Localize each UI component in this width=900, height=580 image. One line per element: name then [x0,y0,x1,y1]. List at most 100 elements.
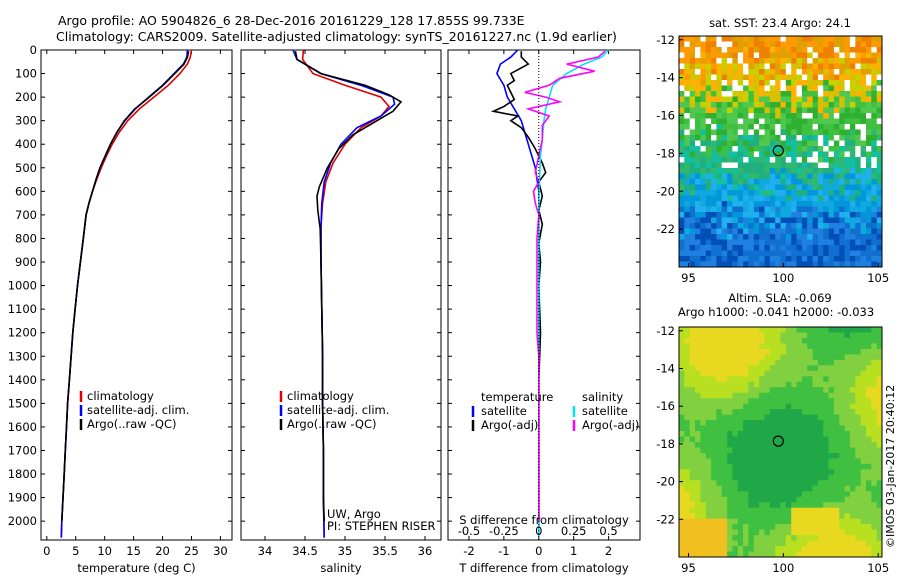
map-cell [695,217,701,224]
map-cell [700,140,707,147]
map-cell [807,91,813,97]
map-cell [769,124,776,130]
map-cell [759,370,765,377]
map-cell [844,463,851,470]
map-cell [855,343,861,350]
map-cell [823,107,829,114]
map-cell [807,245,813,251]
map-cell [748,365,755,372]
map-cell [801,69,808,75]
sst_map-ytick-label: -14 [656,71,675,85]
map-cell [871,261,877,268]
map-cell [716,425,723,432]
map-cell [769,212,776,218]
map-cell [732,173,739,180]
map-cell [801,332,808,339]
map-cell [828,63,835,70]
map-cell [866,348,872,355]
map-cell [780,387,787,394]
map-cell [849,96,856,103]
map-cell [759,118,765,125]
map-cell [705,74,712,81]
temperature-xtick-label: 5 [72,544,79,558]
map-cell [801,546,808,552]
map-cell [791,540,797,547]
map-cell [817,113,824,119]
map-cell [753,458,760,465]
map-cell [689,436,696,443]
map-cell [705,250,712,257]
map-cell [721,436,728,443]
map-cell [876,409,883,415]
map-cell [823,414,829,421]
map-cell [876,245,883,251]
map-cell [769,256,776,262]
map-cell [801,168,808,174]
map-cell [860,212,867,218]
map-cell [812,359,819,366]
map-cell [791,387,797,394]
map-cell [689,184,696,191]
map-cell [684,354,690,361]
map-cell [695,74,701,81]
map-cell [807,442,813,448]
depth-tick-label: 2000 [8,514,37,528]
map-cell [679,507,685,514]
map-cell [828,102,835,108]
map-cell [871,480,877,487]
map-cell [711,107,717,114]
map-cell [866,458,872,465]
temperature-xtick-label: 25 [184,544,199,558]
map-cell [855,245,861,251]
map-cell [743,403,749,410]
map-cell [695,124,701,130]
map-cell [679,234,685,240]
map-cell [716,420,723,426]
map-cell [705,168,712,174]
depth-tick-label: 400 [15,137,37,151]
map-cell [705,387,712,394]
map-cell [871,63,877,70]
map-cell [807,513,813,520]
map-cell [711,52,717,59]
map-cell [839,135,845,141]
map-cell [839,234,845,240]
map-cell [876,535,883,541]
map-cell [700,436,707,443]
map-cell [721,80,728,86]
map-cell [700,447,707,454]
map-cell [775,518,781,525]
map-cell [748,91,755,97]
map-cell [785,96,792,103]
sla_map-grid [679,327,883,558]
map-cell [727,85,733,92]
map-cell [828,140,835,147]
map-cell [759,398,765,405]
map-cell [839,387,845,394]
map-cell [695,535,701,541]
map-cell [700,107,707,114]
map-cell [753,217,760,224]
map-cell [679,63,685,70]
map-cell [860,41,867,48]
map-cell [796,480,803,487]
map-cell [689,447,696,454]
map-cell [743,535,749,541]
map-cell [753,234,760,240]
map-cell [817,107,824,114]
map-cell [759,447,765,454]
map-cell [689,381,696,388]
map-cell [812,458,819,465]
map-cell [812,502,819,509]
map-cell [823,540,829,547]
map-cell [737,245,744,251]
map-cell [876,206,883,213]
map-cell [679,96,685,103]
map-cell [753,392,760,399]
map-cell [695,458,701,465]
map-cell [769,524,776,530]
map-cell [844,535,851,541]
map-cell [700,546,707,552]
map-cell [705,256,712,262]
map-cell [711,431,717,437]
